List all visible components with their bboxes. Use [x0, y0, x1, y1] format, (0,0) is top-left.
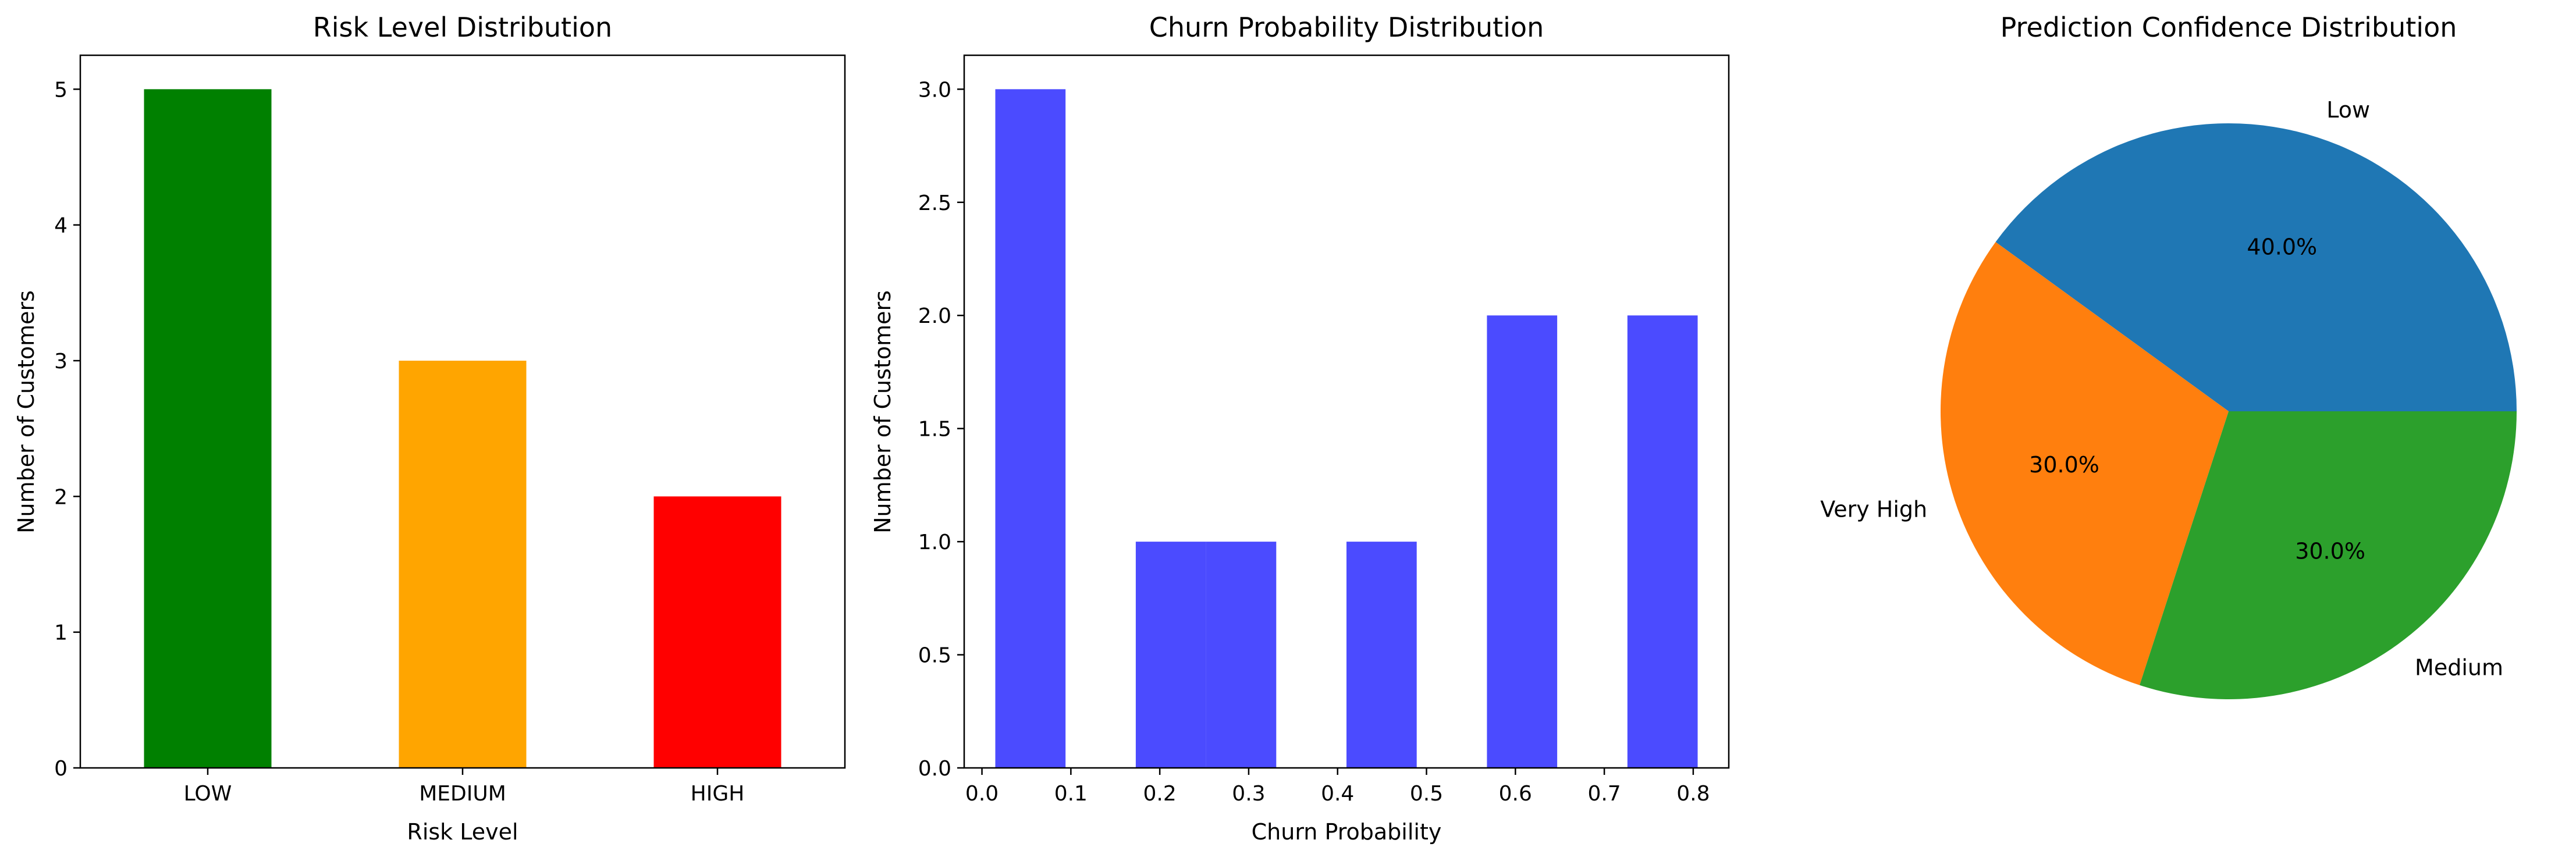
churn-axes-frame — [963, 54, 1730, 769]
risk-x-ticks: LOW MEDIUM HIGH — [184, 768, 745, 806]
churn-y-tick-label: 0.5 — [918, 644, 951, 668]
churn-histogram-bar — [1346, 542, 1417, 768]
confidence-pie-slices — [1941, 123, 2517, 699]
pie-percent-label: 30.0% — [2029, 452, 2099, 478]
risk-y-ticks: 0 1 2 3 4 5 — [54, 78, 80, 781]
confidence-pie-labels: 40.0% Low 30.0% Very High 30.0% Medium — [1820, 97, 2503, 680]
churn-histogram-bars — [995, 89, 1698, 768]
churn-histogram-bar — [1487, 315, 1558, 768]
churn-x-ticks: 0.0 0.1 0.2 0.3 0.4 0.5 0.6 0.7 0.8 — [965, 768, 1710, 806]
risk-x-tick-label: LOW — [184, 782, 232, 806]
churn-x-tick-label: 0.1 — [1054, 782, 1088, 806]
risk-bars — [144, 89, 781, 768]
churn-histogram-bar — [995, 89, 1066, 768]
churn-chart-title: Churn Probability Distribution — [1149, 12, 1544, 43]
churn-x-tick-label: 0.8 — [1676, 782, 1710, 806]
pie-category-label: Low — [2326, 97, 2370, 123]
pie-percent-label: 30.0% — [2295, 538, 2365, 564]
risk-axes-frame — [79, 54, 846, 769]
risk-x-tick-label: HIGH — [691, 782, 745, 806]
risk-x-tick-label: MEDIUM — [419, 782, 506, 806]
pie-category-label: Medium — [2415, 655, 2503, 681]
risk-y-tick-label: 4 — [54, 214, 67, 238]
risk-y-tick-label: 0 — [54, 757, 67, 781]
pie-percent-label: 40.0% — [2247, 234, 2317, 260]
churn-x-tick-label: 0.7 — [1587, 782, 1621, 806]
churn-x-tick-label: 0.3 — [1232, 782, 1265, 806]
churn-y-tick-label: 2.0 — [918, 304, 951, 328]
risk-y-tick-label: 3 — [54, 350, 67, 373]
churn-x-tick-label: 0.0 — [965, 782, 999, 806]
pie-slice-very-high — [1941, 242, 2229, 685]
churn-x-tick-label: 0.4 — [1321, 782, 1354, 806]
risk-bar-low — [144, 89, 272, 768]
churn-y-tick-label: 0.0 — [918, 757, 951, 781]
churn-y-tick-label: 3.0 — [918, 78, 951, 102]
churn-histogram-bar — [1135, 542, 1206, 768]
churn-y-ticks: 0.0 0.5 1.0 1.5 2.0 2.5 3.0 — [918, 78, 964, 781]
churn-x-tick-label: 0.2 — [1143, 782, 1177, 806]
pie-category-label: Very High — [1820, 496, 1927, 522]
risk-bar-medium — [399, 361, 527, 768]
churn-y-tick-label: 1.5 — [918, 418, 951, 442]
risk-bar-high — [653, 496, 781, 768]
risk-x-axis-label: Risk Level — [407, 819, 518, 845]
risk-y-tick-label: 1 — [54, 621, 67, 645]
churn-probability-chart: Churn Probability Distribution 0.0 0.5 1.0… — [870, 12, 1730, 845]
churn-x-tick-label: 0.5 — [1410, 782, 1443, 806]
risk-level-chart: Risk Level Distribution 0 1 2 3 4 5 LOW MEDIUM… — [13, 12, 846, 845]
confidence-chart-title: Prediction Confidence Distribution — [2001, 12, 2457, 43]
risk-y-tick-label: 2 — [54, 485, 67, 509]
churn-y-tick-label: 1.0 — [918, 531, 951, 554]
pie-slice-low — [1995, 123, 2517, 412]
prediction-confidence-chart: Prediction Confidence Distribution 40.0%… — [1820, 12, 2517, 699]
churn-x-tick-label: 0.6 — [1499, 782, 1532, 806]
pie-slice-medium — [2140, 411, 2517, 699]
churn-y-axis-label: Number of Customers — [870, 290, 896, 533]
churn-x-axis-label: Churn Probability — [1252, 819, 1442, 845]
churn-y-tick-label: 2.5 — [918, 191, 951, 215]
risk-chart-title: Risk Level Distribution — [313, 12, 612, 43]
churn-histogram-bar — [1206, 542, 1277, 768]
churn-histogram-bar — [1627, 315, 1698, 768]
risk-y-axis-label: Number of Customers — [13, 290, 39, 533]
risk-y-tick-label: 5 — [54, 78, 67, 102]
